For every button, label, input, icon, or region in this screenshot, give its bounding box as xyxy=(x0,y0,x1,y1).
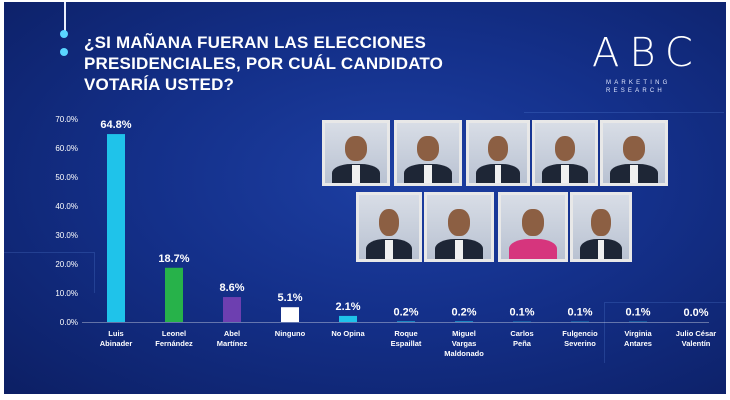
data-label: 0.1% xyxy=(567,307,592,319)
circuit-decoration xyxy=(604,302,726,363)
data-label: 8.6% xyxy=(219,282,244,294)
x-tick-label: Miguel Vargas Maldonado xyxy=(444,329,484,358)
y-tick-label: 0.0% xyxy=(60,318,78,327)
bar xyxy=(339,315,357,322)
chart-title: ¿SI MAÑANA FUERAN LAS ELECCIONES PRESIDE… xyxy=(84,32,544,95)
data-label: 18.7% xyxy=(158,253,189,265)
bar xyxy=(281,307,299,322)
candidate-photo xyxy=(394,120,462,186)
data-label: 0.0% xyxy=(683,307,708,319)
chart-title-line: VOTARÍA USTED? xyxy=(84,75,235,94)
x-tick-label: Roque Espaillat xyxy=(391,329,422,348)
x-tick-label: Carlos Peña xyxy=(510,329,533,348)
y-tick-label: 20.0% xyxy=(55,260,78,269)
candidate-photo xyxy=(424,192,494,262)
infographic-canvas: ¿SI MAÑANA FUERAN LAS ELECCIONES PRESIDE… xyxy=(4,2,726,394)
y-tick-label: 40.0% xyxy=(55,202,78,211)
data-label: 2.1% xyxy=(335,301,360,313)
bar xyxy=(223,297,241,322)
x-tick-label: Luis Abinader xyxy=(100,329,133,348)
bar xyxy=(165,267,183,322)
data-label: 0.1% xyxy=(625,307,650,319)
y-tick-label: 60.0% xyxy=(55,144,78,153)
candidate-photo xyxy=(570,192,632,262)
bar xyxy=(455,321,473,322)
title-accent-dot xyxy=(60,48,68,56)
x-tick-label: Ninguno xyxy=(275,329,306,338)
data-label: 64.8% xyxy=(100,119,131,131)
x-tick-label: Abel Martínez xyxy=(217,329,248,348)
candidate-photo xyxy=(466,120,530,186)
x-tick-label: Julio César Valentín xyxy=(676,329,717,348)
y-tick-label: 50.0% xyxy=(55,173,78,182)
y-tick-label: 10.0% xyxy=(55,289,78,298)
candidate-photo xyxy=(356,192,422,262)
abc-logo: ABC MARKETING RESEARCH xyxy=(592,30,712,100)
data-label: 5.1% xyxy=(277,292,302,304)
circuit-decoration xyxy=(524,112,724,114)
data-label: 0.1% xyxy=(509,307,534,319)
bar xyxy=(107,134,125,322)
bar xyxy=(397,321,415,322)
x-tick-label: Virginia Antares xyxy=(624,329,652,348)
candidate-photo xyxy=(600,120,668,186)
logo-wordmark: ABC xyxy=(592,30,703,76)
chart-title-line: PRESIDENCIALES, POR CUÁL CANDIDATO xyxy=(84,54,444,73)
bar-chart: 0.0% 10.0% 20.0% 30.0% 40.0% 50.0% 60.0% 70.0% 6… xyxy=(55,115,717,358)
candidate-photo xyxy=(532,120,598,186)
chart-title-line: ¿SI MAÑANA FUERAN LAS ELECCIONES xyxy=(84,33,427,52)
logo-subtitle: RESEARCH xyxy=(606,88,665,94)
y-tick-label: 30.0% xyxy=(55,231,78,240)
y-tick-label: 70.0% xyxy=(55,115,78,124)
title-accent-line xyxy=(64,2,66,32)
x-tick-label: Fulgencio Severino xyxy=(562,329,598,348)
x-tick-label: Leonel Fernández xyxy=(155,329,193,348)
data-label: 0.2% xyxy=(451,306,476,318)
circuit-decoration xyxy=(4,252,95,293)
data-label: 0.2% xyxy=(393,306,418,318)
x-tick-label: No Opina xyxy=(331,329,365,338)
title-accent-dot xyxy=(60,30,68,38)
candidate-photo xyxy=(498,192,568,262)
candidate-photo xyxy=(322,120,390,186)
logo-subtitle: MARKETING xyxy=(606,80,671,86)
